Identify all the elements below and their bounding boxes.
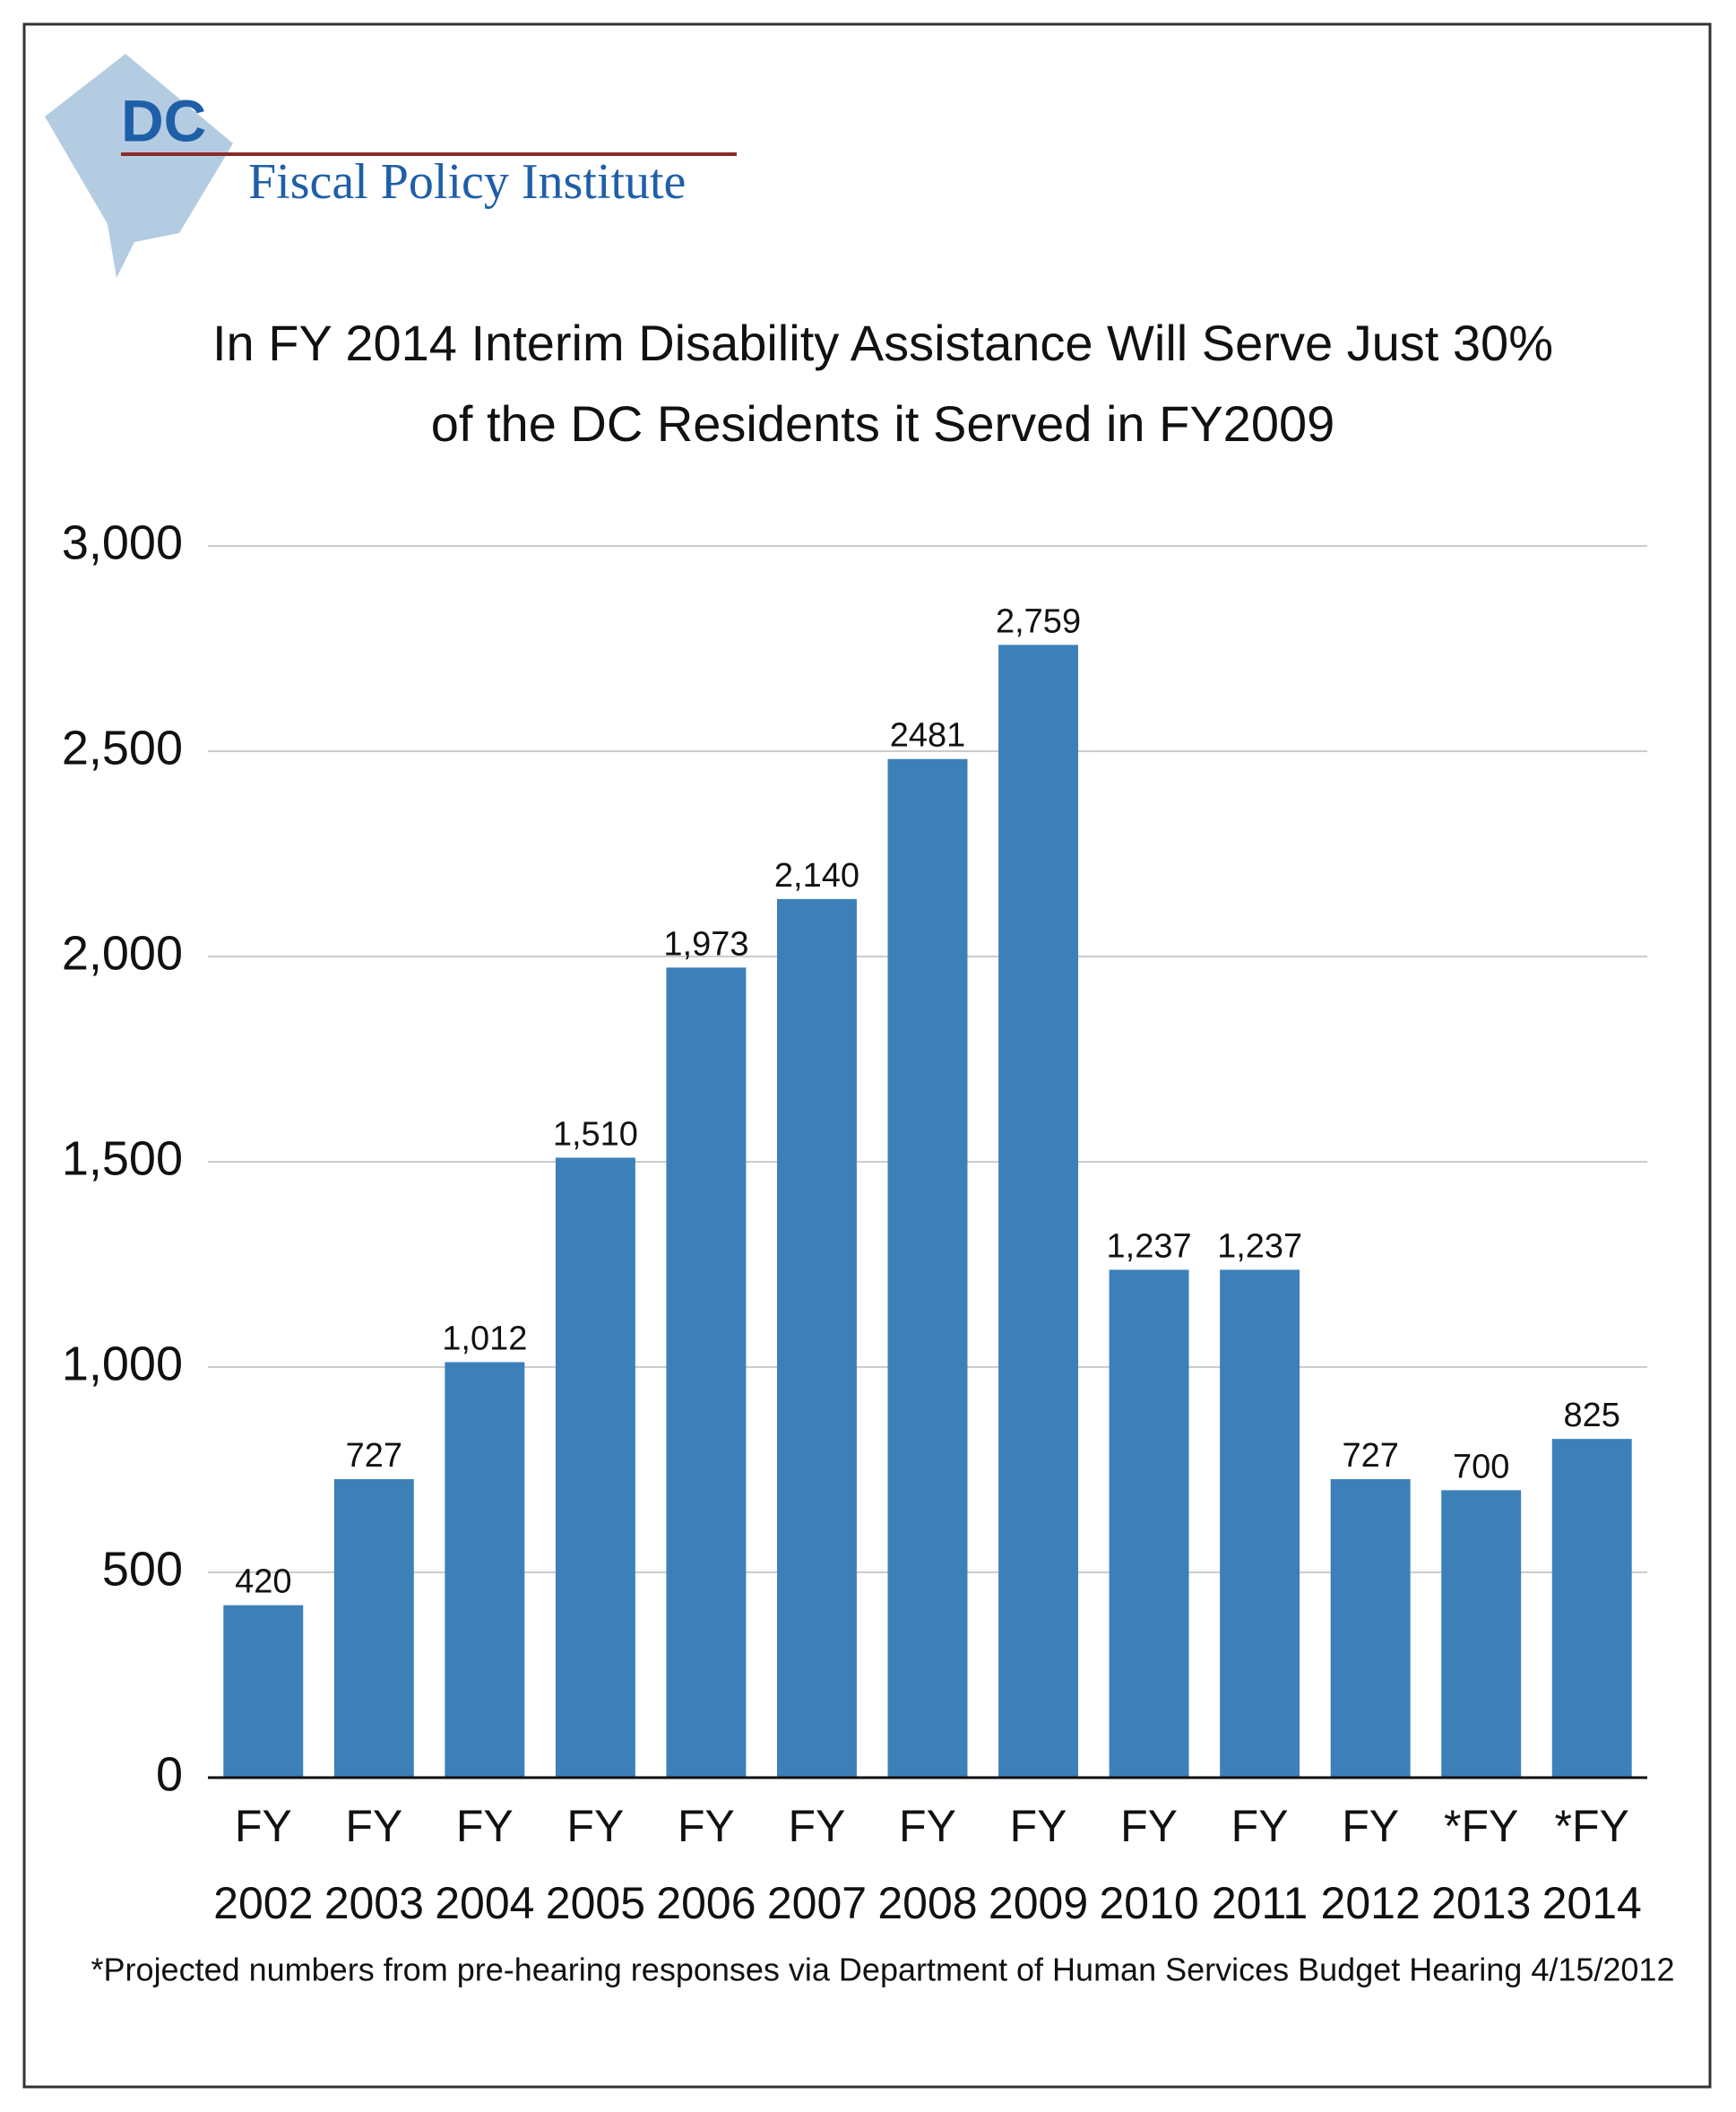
- value-label: 1,237: [1217, 1227, 1302, 1265]
- x-tick-label: 2004: [435, 1878, 534, 1928]
- x-tick-label: 2002: [213, 1878, 313, 1928]
- y-tick-label: 500: [102, 1542, 183, 1596]
- x-tick-label: 2013: [1431, 1878, 1531, 1928]
- y-tick-label: 1,000: [62, 1337, 183, 1390]
- x-tick-label: *FY: [1555, 1801, 1629, 1851]
- value-label: 1,973: [663, 925, 748, 963]
- x-tick-label: FY: [678, 1801, 735, 1851]
- y-tick-label: 0: [156, 1747, 183, 1801]
- x-tick-label: FY: [1120, 1801, 1178, 1851]
- bar: [666, 967, 747, 1778]
- x-tick-label: 2003: [324, 1878, 424, 1928]
- y-tick-label: 2,000: [62, 926, 183, 980]
- x-tick-label: 2011: [1212, 1878, 1308, 1928]
- bar: [1109, 1269, 1189, 1778]
- value-label: 1,510: [553, 1115, 638, 1153]
- bar: [1220, 1269, 1300, 1778]
- value-label: 1,012: [442, 1320, 527, 1358]
- x-tick-label: FY: [1010, 1801, 1067, 1851]
- footnote: *Projected numbers from pre-hearing resp…: [91, 1952, 1675, 1988]
- chart-title: of the DC Residents it Served in FY2009: [431, 395, 1335, 452]
- frame: [22, 22, 1712, 2089]
- value-label: 700: [1453, 1448, 1509, 1485]
- x-tick-label: 2014: [1542, 1878, 1642, 1928]
- x-tick-label: FY: [456, 1801, 514, 1851]
- bar: [1441, 1490, 1522, 1778]
- y-tick-label: 2,500: [62, 721, 183, 775]
- x-tick-label: 2007: [767, 1878, 867, 1928]
- value-label: 2,759: [996, 602, 1081, 640]
- bar: [333, 1479, 414, 1778]
- x-tick-label: FY: [1231, 1801, 1289, 1851]
- x-tick-label: 2008: [877, 1878, 977, 1928]
- value-label: 420: [235, 1563, 291, 1601]
- value-label: 2481: [890, 717, 966, 755]
- chart-title: In FY 2014 Interim Disability Assistance…: [212, 315, 1553, 371]
- logo-shape: [45, 54, 233, 278]
- bar: [445, 1362, 525, 1778]
- y-tick-label: 3,000: [62, 515, 183, 569]
- x-tick-label: FY: [899, 1801, 956, 1851]
- bar: [776, 898, 857, 1778]
- y-tick-label: 1,500: [62, 1131, 183, 1185]
- x-tick-label: 2005: [546, 1878, 645, 1928]
- x-tick-label: FY: [566, 1801, 624, 1851]
- bar: [1330, 1479, 1411, 1778]
- value-label: 2,140: [774, 857, 859, 895]
- value-label: 727: [1342, 1437, 1398, 1475]
- bar: [1551, 1439, 1632, 1778]
- x-tick-label: FY: [1342, 1801, 1399, 1851]
- logo-name: Fiscal Policy Institute: [248, 154, 686, 210]
- x-tick-label: 2012: [1321, 1878, 1421, 1928]
- x-tick-label: 2009: [989, 1878, 1088, 1928]
- value-label: 727: [346, 1437, 402, 1475]
- value-label: 1,237: [1107, 1227, 1192, 1265]
- x-tick-label: *FY: [1444, 1801, 1518, 1851]
- bar: [887, 758, 968, 1778]
- x-tick-label: FY: [345, 1801, 402, 1851]
- value-label: 825: [1564, 1397, 1620, 1434]
- x-tick-label: FY: [235, 1801, 292, 1851]
- logo-short: DC: [121, 87, 206, 153]
- bar: [223, 1605, 304, 1778]
- bar: [998, 645, 1079, 1779]
- x-tick-label: FY: [789, 1801, 846, 1851]
- x-tick-label: 2010: [1099, 1878, 1198, 1928]
- bar: [555, 1157, 635, 1778]
- x-tick-label: 2006: [656, 1878, 756, 1928]
